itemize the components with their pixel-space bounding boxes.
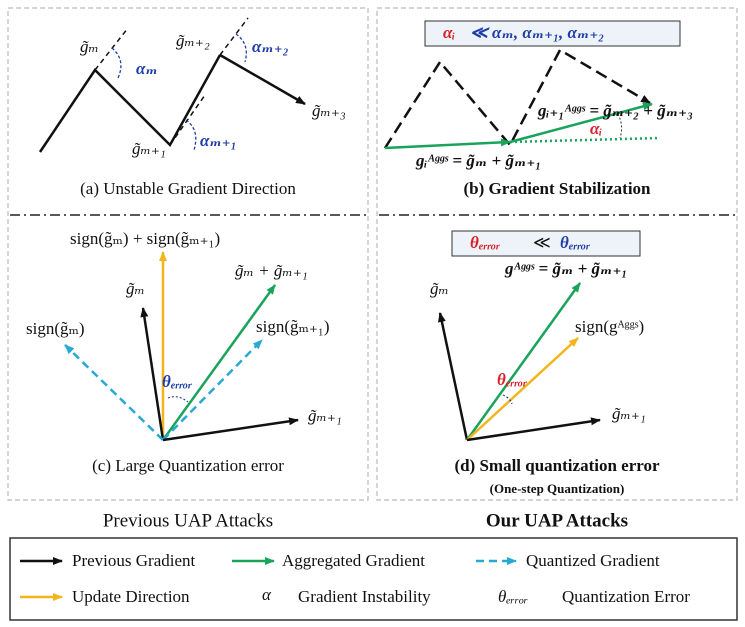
formula-box: [424, 20, 681, 47]
label: αₘ: [136, 59, 158, 78]
panel-b-arrows: [383, 48, 651, 149]
caption: (d) Small quantization error: [454, 456, 660, 475]
label: sign(g̃ₘ): [26, 319, 85, 338]
label: θₑᵣᵣₒᵣ: [497, 370, 527, 389]
legend-label: Update Direction: [72, 587, 190, 606]
legend-label: Quantization Error: [562, 587, 690, 606]
label: gᵢᴬᵍᵍˢ = g̃ₘ + g̃ₘ₊₁: [415, 151, 541, 170]
caption: (b) Gradient Stabilization: [463, 179, 651, 198]
box-text: θₑᵣᵣₒᵣ: [470, 233, 500, 252]
label: g̃ₘ₊₃: [312, 101, 346, 120]
legend-label: Quantized Gradient: [526, 551, 660, 570]
legend-label: Previous Gradient: [72, 551, 196, 570]
panel-a-arrows: [38, 17, 306, 153]
subcaption: (One-step Quantization): [490, 481, 625, 496]
legend-symbol: θₑᵣᵣₒᵣ: [498, 587, 528, 606]
label: g̃ₘ: [430, 279, 449, 298]
legend-label: Gradient Instability: [298, 587, 431, 606]
label: gᵢ₊₁ᴬᵍᵍˢ = g̃ₘ₊₂ + g̃ₘ₊₃: [537, 101, 693, 120]
legend-label: Aggregated Gradient: [282, 551, 425, 570]
box-text: θₑᵣᵣₒᵣ: [560, 233, 590, 252]
label: g̃ₘ: [126, 279, 145, 298]
label: gᴬᵍᵍˢ = g̃ₘ + g̃ₘ₊₁: [504, 259, 627, 278]
label: θₑᵣᵣₒᵣ: [162, 372, 192, 391]
label: g̃ₘ₊₁: [132, 139, 166, 158]
legend-symbol: α: [262, 585, 272, 604]
label: αₘ₊₁: [200, 131, 237, 150]
panel-b-green: [384, 102, 661, 150]
frames: [7, 7, 738, 501]
legend-swatches: [20, 557, 517, 601]
label: sign(g̃ₘ₊₁): [256, 317, 330, 336]
panel-c-arrows: [64, 251, 299, 442]
column-title: Previous UAP Attacks: [103, 510, 273, 531]
panel-d-arrows: [437, 282, 601, 442]
label: αᵢ: [590, 119, 602, 138]
box-text: αᵢ: [443, 23, 455, 42]
label: g̃ₘ₊₂: [176, 31, 210, 50]
legend: [9, 537, 738, 621]
label: sign(gᴬᵍᵍˢ): [575, 317, 644, 336]
label: g̃ₘ + g̃ₘ₊₁: [235, 261, 308, 280]
label: g̃ₘ₊₁: [308, 406, 342, 425]
formula-box: [451, 230, 641, 257]
label: g̃ₘ: [80, 37, 99, 56]
caption: (a) Unstable Gradient Direction: [80, 179, 296, 198]
caption: (c) Large Quantization error: [92, 456, 284, 475]
column-title: Our UAP Attacks: [486, 510, 628, 531]
label: αₘ₊₂: [252, 37, 289, 56]
box-text: ≪: [533, 233, 551, 252]
box-text: ≪ αₘ, αₘ₊₁, αₘ₊₂: [470, 23, 604, 42]
label: sign(g̃ₘ) + sign(g̃ₘ₊₁): [70, 229, 220, 248]
label: g̃ₘ₊₁: [612, 404, 646, 423]
